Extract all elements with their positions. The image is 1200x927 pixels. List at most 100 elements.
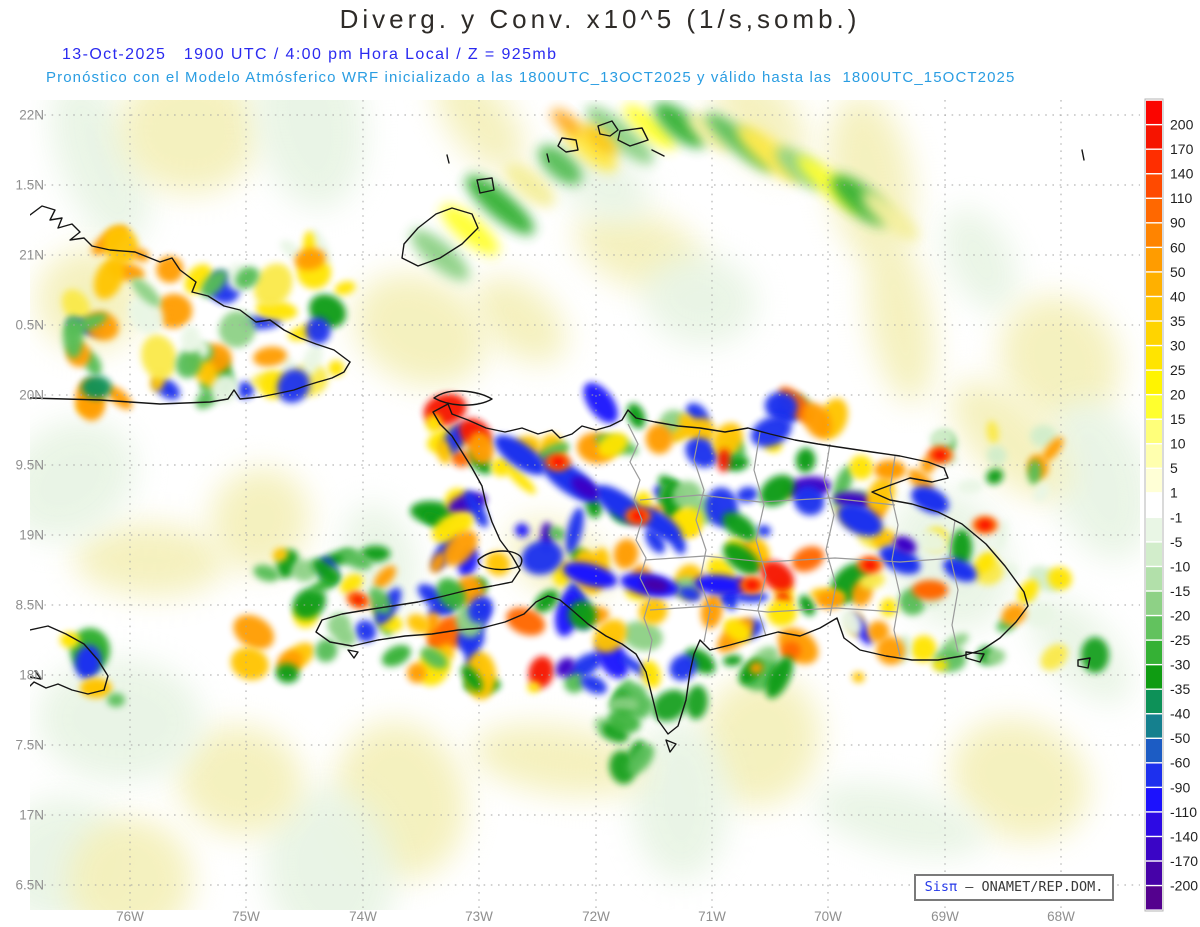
field-blob: [60, 632, 80, 648]
sispi-logo: Sisπ: [924, 879, 958, 895]
field-blob: [410, 229, 470, 281]
field-blob: [80, 678, 112, 698]
lat-tick-label: 1.5N: [15, 178, 44, 193]
field-blob: [912, 580, 948, 600]
colorbar-segment: [1146, 886, 1162, 910]
colorbar-label: -35: [1170, 681, 1190, 697]
field-blob: [552, 138, 648, 222]
field-blob: [67, 817, 193, 910]
colorbar-label: -40: [1170, 706, 1190, 722]
field-blob: [638, 597, 668, 625]
lat-tick-label: 6.5N: [15, 878, 44, 893]
field-blob: [131, 278, 161, 307]
field-blob: [621, 620, 663, 651]
hispaniola-coastline: [315, 403, 1029, 735]
field-blob: [406, 613, 431, 634]
field-blob: [627, 403, 646, 429]
colorbar-label: 50: [1170, 264, 1186, 280]
field-blob: [291, 559, 318, 582]
field-blob: [1047, 400, 1140, 560]
colorbar-label: -25: [1170, 632, 1190, 648]
province-border: [644, 555, 956, 563]
field-blob: [760, 560, 794, 592]
field-blob: [765, 656, 794, 699]
field-blob: [315, 638, 338, 663]
field-blob: [802, 402, 832, 439]
colorbar-label: -200: [1170, 877, 1198, 893]
field-blob: [236, 381, 255, 399]
field-blob: [840, 609, 863, 636]
field-blob: [425, 413, 442, 433]
field-blob: [275, 663, 300, 684]
field-blob: [277, 369, 310, 403]
tortue-island: [433, 390, 493, 406]
field-blob: [631, 511, 645, 521]
field-blob: [253, 564, 280, 582]
saona-island: [965, 651, 985, 663]
field-blob: [528, 656, 554, 689]
field-blob: [910, 635, 937, 663]
field-blob: [597, 432, 629, 458]
field-blob: [548, 526, 566, 541]
field-blob: [793, 485, 825, 516]
field-blob: [722, 542, 760, 575]
field-blob: [759, 474, 795, 507]
colorbar-segment: [1146, 763, 1162, 787]
field-blob: [933, 450, 947, 460]
field-blob: [527, 681, 541, 693]
field-blob: [582, 124, 618, 156]
lat-tick-label: 21N: [19, 248, 44, 263]
field-blob: [1029, 596, 1131, 704]
field-blob: [764, 391, 798, 421]
field-blob: [106, 385, 133, 410]
field-blob: [678, 413, 697, 434]
field-blob: [538, 145, 582, 185]
field-blob: [562, 562, 618, 588]
colorbar-label: 20: [1170, 387, 1186, 403]
colorbar-segment: [1146, 100, 1162, 124]
field-blob: [373, 565, 397, 589]
field-blob: [816, 591, 844, 609]
field-blob: [852, 671, 865, 683]
province-border: [649, 605, 899, 613]
field-blob: [551, 108, 581, 136]
lon-tick-label: 71W: [698, 909, 726, 924]
field-blob: [814, 783, 986, 857]
small-cay: [1081, 149, 1085, 161]
colorbar-label: 170: [1170, 141, 1194, 157]
field-blob: [352, 595, 364, 605]
field-blob: [871, 529, 896, 550]
field-blob: [328, 360, 345, 377]
field-blob: [985, 648, 1006, 666]
colorbar-label: -90: [1170, 779, 1190, 795]
field-blob: [30, 419, 136, 541]
field-blob: [874, 460, 906, 480]
small-cay: [446, 154, 450, 164]
valid-time-subtitle: 13-Oct-2025 1900 UTC / 4:00 pm Hora Loca…: [62, 46, 558, 63]
field-blob: [861, 191, 919, 241]
field-blob: [722, 654, 743, 666]
colorbar-label: -1: [1170, 509, 1183, 525]
field-blob: [37, 658, 203, 782]
colorbar-segment: [1146, 419, 1162, 444]
field-blob: [942, 208, 1018, 312]
field-blob: [430, 552, 446, 573]
field-blob: [608, 695, 639, 714]
field-blob: [233, 614, 275, 650]
field-blob: [272, 547, 288, 562]
gonave-island: [477, 550, 523, 571]
field-blob: [504, 162, 556, 208]
field-blob: [880, 598, 898, 617]
field-blob: [975, 551, 995, 574]
colorbar-segment: [1146, 542, 1162, 566]
grand-turk-island: [651, 149, 665, 157]
field-blob: [623, 104, 677, 150]
field-blob: [302, 343, 324, 376]
beata-island: [665, 739, 677, 753]
field-blob: [780, 641, 801, 660]
field-blob: [652, 689, 688, 722]
colorbar-segment: [1146, 640, 1162, 664]
caicos-island-east: [617, 127, 649, 147]
field-blob: [1047, 566, 1072, 590]
colorbar-segment: [1146, 567, 1162, 591]
